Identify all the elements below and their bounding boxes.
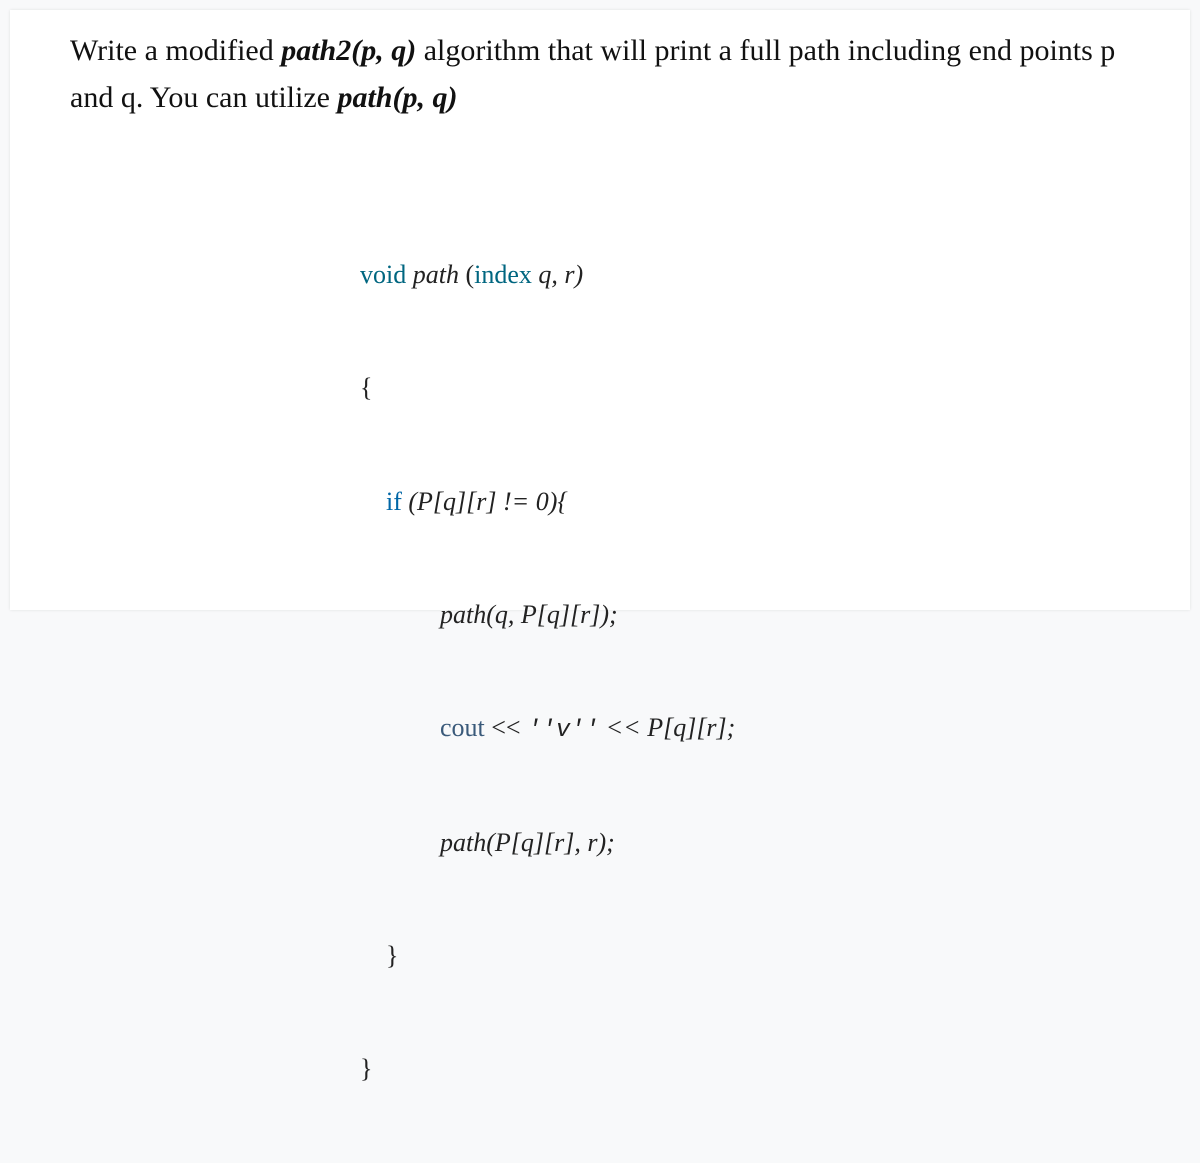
code-listing: void path (index q, r) { if (P[q][r] != … (360, 181, 1130, 1163)
keyword-void: void (360, 260, 406, 289)
question-prompt: Write a modified path2(p, q) algorithm t… (70, 28, 1130, 121)
fn-path: path (413, 260, 459, 289)
code-line-5: cout << ''v'' << P[q][r]; (360, 709, 1130, 749)
code-line-4: path(q, P[q][r]); (360, 596, 1130, 634)
keyword-cout: cout (440, 713, 485, 742)
code-line-7: } (360, 937, 1130, 975)
document-page: Write a modified path2(p, q) algorithm t… (10, 10, 1190, 610)
keyword-index: index (474, 260, 532, 289)
keyword-if: if (386, 487, 402, 516)
code-line-1: void path (index q, r) (360, 256, 1130, 294)
prompt-fn-1: path2(p, q) (281, 34, 416, 67)
prompt-fn-2: path(p, q) (337, 81, 457, 114)
code-line-8: } (360, 1050, 1130, 1088)
code-line-2: { (360, 369, 1130, 407)
code-line-3: if (P[q][r] != 0){ (360, 483, 1130, 521)
code-line-6: path(P[q][r], r); (360, 824, 1130, 862)
prompt-text-1: Write a modified (70, 34, 281, 67)
